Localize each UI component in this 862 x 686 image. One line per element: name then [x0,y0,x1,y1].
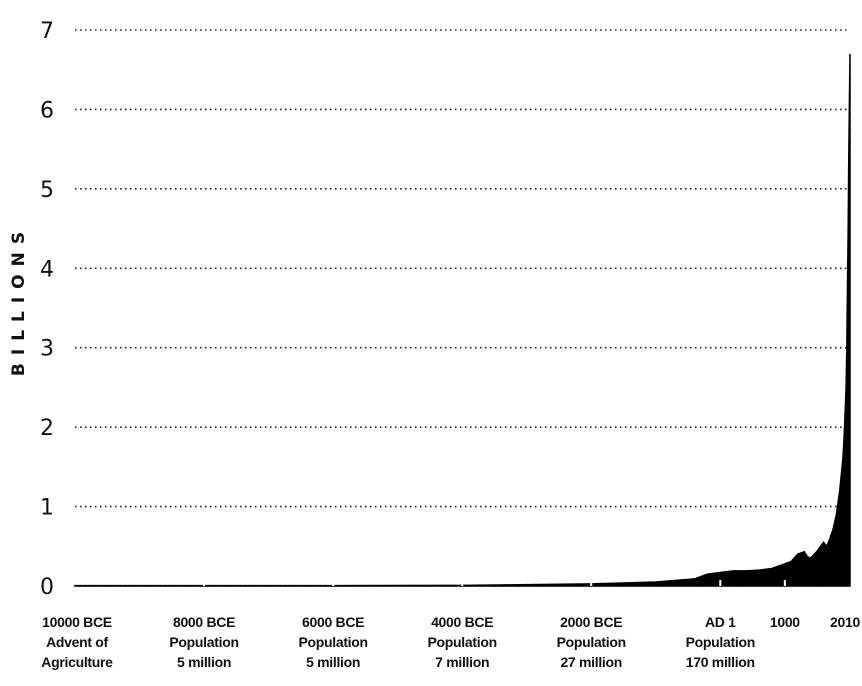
y-tick-label: 1 [40,496,54,521]
y-axis-ticks: 0 1 2 3 4 5 6 7 [40,19,54,600]
x-tick-label: 10000 BCE Advent of Agriculture [41,614,113,670]
y-tick-label: 7 [40,19,54,44]
x-tick-label: 1000 [770,614,800,630]
x-tick-label: 2010 [830,614,860,630]
population-area-layer [74,53,851,587]
population-area [74,53,851,587]
y-tick-label: 5 [40,178,54,203]
x-tick-label: 6000 BCE Population 5 million [298,614,367,670]
x-tick-label: 4000 BCE Population 7 million [428,614,497,670]
x-axis-ticks: 10000 BCE Advent of Agriculture 8000 BCE Pop… [41,580,861,670]
y-tick-label: 4 [40,257,54,282]
y-axis-label: BILLIONS [9,224,29,376]
gridlines [75,29,850,587]
x-tick-label: 8000 BCE Population 5 million [169,614,238,670]
x-tick-label: AD 1 Population 170 million [686,614,755,670]
y-tick-label: 3 [40,337,54,362]
y-tick-label: 0 [40,575,54,600]
y-tick-label: 6 [40,98,54,123]
y-tick-label: 2 [40,416,54,441]
x-tick-label: 2000 BCE Population 27 million [557,614,626,670]
